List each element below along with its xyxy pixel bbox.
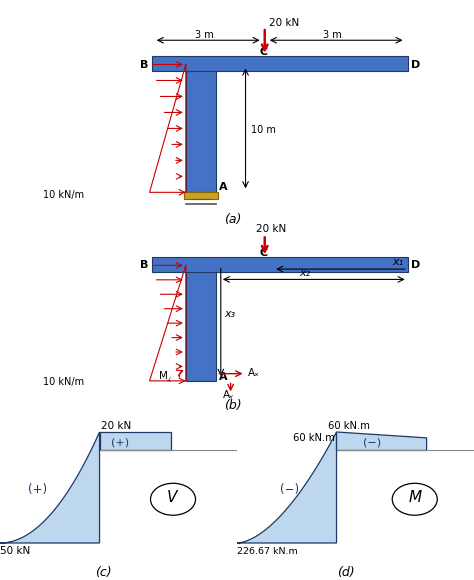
- Text: M⁁: M⁁: [159, 371, 171, 382]
- Text: B: B: [140, 260, 148, 270]
- Text: 10 kN/m: 10 kN/m: [43, 190, 84, 200]
- Text: Aₓ: Aₓ: [247, 368, 259, 378]
- FancyBboxPatch shape: [186, 266, 216, 381]
- Text: 20 kN: 20 kN: [256, 224, 286, 234]
- Text: 10 m: 10 m: [251, 125, 275, 135]
- FancyBboxPatch shape: [152, 56, 408, 71]
- Text: (b): (b): [224, 398, 242, 412]
- Text: D: D: [411, 260, 420, 270]
- Polygon shape: [337, 432, 427, 451]
- Text: x₃: x₃: [224, 309, 235, 319]
- Text: 226.67 kN.m: 226.67 kN.m: [237, 547, 298, 556]
- Circle shape: [151, 483, 196, 515]
- Text: C: C: [259, 46, 267, 57]
- Text: 20 kN: 20 kN: [101, 422, 132, 432]
- Text: V: V: [167, 490, 177, 505]
- Polygon shape: [100, 432, 171, 451]
- Polygon shape: [0, 432, 100, 543]
- Text: (a): (a): [224, 213, 242, 226]
- Text: 20 kN: 20 kN: [269, 18, 299, 28]
- Text: (−): (−): [280, 483, 299, 495]
- Text: A: A: [219, 372, 228, 382]
- Text: 50 kN: 50 kN: [0, 546, 31, 556]
- Text: x₁: x₁: [392, 257, 404, 267]
- Text: C: C: [259, 248, 267, 258]
- Text: 3 m: 3 m: [323, 30, 342, 40]
- Text: (c): (c): [95, 566, 111, 579]
- Text: (d): (d): [337, 566, 354, 579]
- Text: (+): (+): [28, 483, 47, 495]
- Text: M: M: [408, 490, 421, 505]
- FancyBboxPatch shape: [186, 64, 216, 193]
- Text: 60 kN.m: 60 kN.m: [292, 433, 335, 443]
- Polygon shape: [237, 432, 337, 543]
- Text: A: A: [219, 182, 228, 192]
- Text: 3 m: 3 m: [195, 30, 214, 40]
- Text: x₂: x₂: [299, 268, 310, 278]
- Text: (+): (+): [111, 438, 129, 448]
- Text: B: B: [140, 60, 148, 70]
- FancyBboxPatch shape: [152, 257, 408, 271]
- Circle shape: [392, 483, 437, 515]
- Text: 60 kN.m: 60 kN.m: [328, 421, 370, 431]
- Text: D: D: [411, 60, 420, 70]
- FancyBboxPatch shape: [184, 193, 218, 199]
- Text: (−): (−): [363, 438, 381, 448]
- Text: 10 kN/m: 10 kN/m: [43, 377, 84, 387]
- Text: Aᵧ: Aᵧ: [223, 390, 234, 400]
